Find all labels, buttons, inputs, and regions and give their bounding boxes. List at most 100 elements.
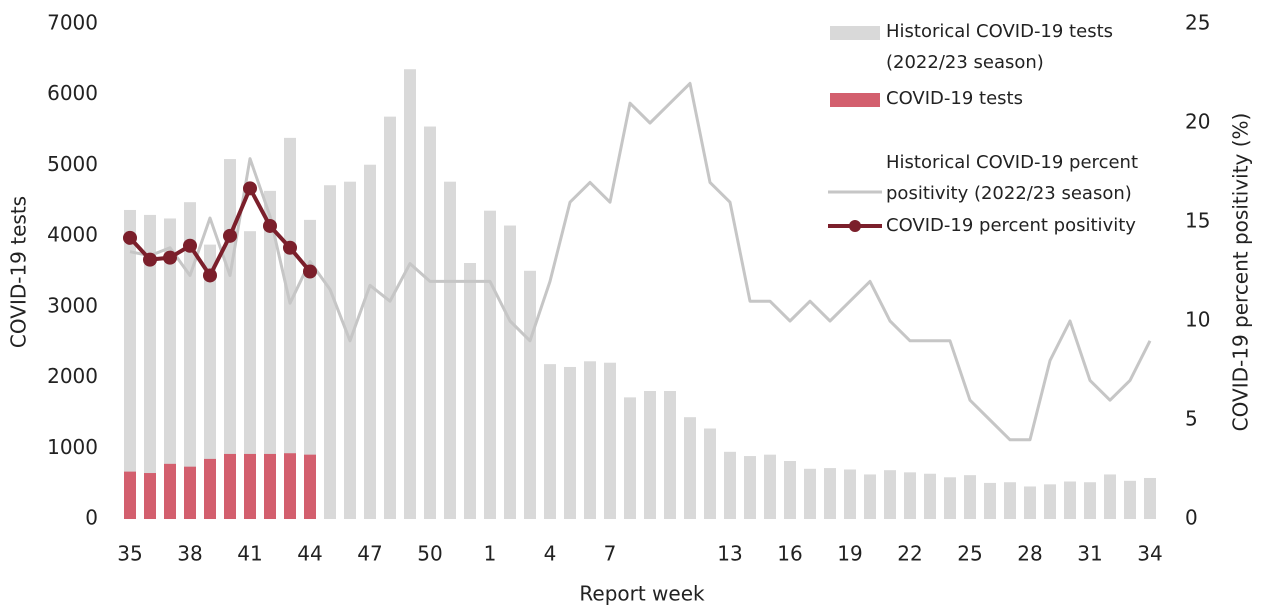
x-tick-label: 4 <box>544 542 557 566</box>
bar <box>184 202 196 519</box>
x-tick-label: 7 <box>604 542 617 566</box>
bar <box>504 225 516 520</box>
bar <box>1024 486 1036 519</box>
bar <box>1104 474 1116 519</box>
bar <box>664 391 676 519</box>
bar <box>644 391 656 519</box>
bar <box>464 263 476 519</box>
bar <box>164 218 176 519</box>
bar <box>204 244 216 519</box>
bar <box>624 397 636 519</box>
bar <box>684 417 696 519</box>
marker <box>263 218 277 233</box>
x-tick-label: 34 <box>1137 542 1162 566</box>
marker <box>163 250 177 265</box>
bar <box>1084 482 1096 519</box>
marker <box>303 264 317 279</box>
y2-axis-title: COVID-19 percent positivity (%) <box>1229 113 1253 432</box>
bar <box>144 473 156 519</box>
bar <box>704 428 716 519</box>
bar <box>844 469 856 519</box>
bar <box>344 181 356 519</box>
bar <box>1124 480 1136 519</box>
legend-label: Historical COVID-19 tests (2022/23 seaso… <box>886 21 1114 73</box>
bar <box>584 361 596 519</box>
marker <box>143 252 157 267</box>
y2-tick-label: 10 <box>1185 308 1210 332</box>
line <box>128 186 312 278</box>
bar <box>1144 477 1156 519</box>
bar <box>544 364 556 519</box>
x-tick-label: 13 <box>717 542 742 566</box>
y2-tick-label: 15 <box>1185 209 1210 233</box>
bar <box>984 482 996 519</box>
bar <box>304 219 316 519</box>
bar <box>364 164 376 519</box>
x-tick-label: 31 <box>1077 542 1102 566</box>
bar <box>804 468 816 519</box>
bar <box>744 456 756 519</box>
legend-label: Historical COVID-19 percent positivity (… <box>886 152 1138 204</box>
y-tick-label: 6000 <box>47 81 98 105</box>
bar <box>284 453 296 519</box>
bar <box>124 209 136 519</box>
bar <box>924 473 936 519</box>
y-tick-label: 2000 <box>47 364 98 388</box>
x-tick-label: 47 <box>357 542 382 566</box>
legend-marker <box>849 220 861 232</box>
x-tick-label: 35 <box>117 542 142 566</box>
bar <box>724 451 736 519</box>
x-tick-label: 44 <box>297 542 322 566</box>
line <box>129 81 1152 442</box>
bar <box>164 463 176 519</box>
marker <box>123 230 137 245</box>
y-tick-label: 0 <box>85 506 98 530</box>
bar <box>764 454 776 519</box>
bar <box>244 231 256 519</box>
y-tick-label: 7000 <box>47 11 98 35</box>
y-axis-title: COVID-19 tests <box>7 196 31 348</box>
bar <box>1064 481 1076 519</box>
bar <box>264 190 276 519</box>
bar <box>884 470 896 519</box>
x-tick-label: 1 <box>484 542 497 566</box>
y-tick-label: 5000 <box>47 152 98 176</box>
bar <box>524 270 536 519</box>
marker <box>283 240 297 255</box>
bar <box>784 461 796 519</box>
marker <box>223 228 237 243</box>
marker <box>183 238 197 253</box>
bar <box>904 472 916 519</box>
y-tick-label: 1000 <box>47 435 98 459</box>
x-tick-label: 50 <box>417 542 442 566</box>
y-tick-label: 3000 <box>47 293 98 317</box>
x-tick-label: 41 <box>237 542 262 566</box>
bar <box>324 185 336 519</box>
bar <box>1044 484 1056 519</box>
bar <box>304 454 316 519</box>
y2-tick-label: 25 <box>1185 11 1210 35</box>
legend-label: COVID-19 tests <box>886 88 1023 109</box>
y2-tick-label: 5 <box>1185 407 1198 431</box>
x-tick-label: 19 <box>837 542 862 566</box>
bar <box>964 475 976 519</box>
bar <box>604 362 616 519</box>
bar <box>264 453 276 519</box>
bar <box>224 453 236 519</box>
bar <box>124 471 136 519</box>
bar <box>404 69 416 519</box>
bar <box>244 453 256 519</box>
x-tick-label: 38 <box>177 542 202 566</box>
bar <box>444 181 456 519</box>
x-tick-label: 25 <box>957 542 982 566</box>
legend-swatch <box>830 26 880 40</box>
y2-tick-label: 20 <box>1185 110 1210 134</box>
bar <box>384 116 396 519</box>
x-tick-label: 28 <box>1017 542 1042 566</box>
x-tick-label: 22 <box>897 542 922 566</box>
bar <box>824 468 836 519</box>
bar <box>424 126 436 520</box>
x-tick-label: 16 <box>777 542 802 566</box>
